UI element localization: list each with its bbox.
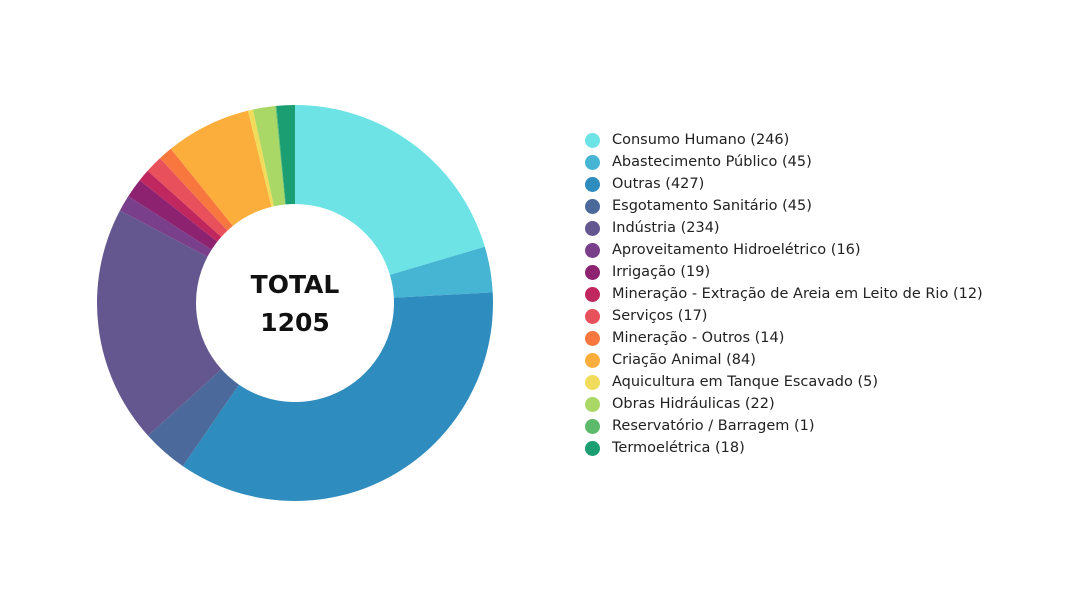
legend-item: Aquicultura em Tanque Escavado (5) xyxy=(585,371,983,393)
donut-slice xyxy=(276,105,295,205)
legend-label: Obras Hidráulicas (22) xyxy=(612,396,775,412)
legend-swatch xyxy=(585,176,600,192)
legend: Consumo Humano (246) Abastecimento Públic… xyxy=(585,129,983,459)
legend-label: Indústria (234) xyxy=(612,220,720,236)
legend-label: Aquicultura em Tanque Escavado (5) xyxy=(612,374,878,390)
donut-slice xyxy=(247,109,274,207)
legend-label: Reservatório / Barragem (1) xyxy=(612,418,815,434)
legend-swatch xyxy=(585,440,600,456)
donut-slice xyxy=(275,105,286,205)
legend-item: Consumo Humano (246) xyxy=(585,129,983,151)
legend-label: Consumo Humano (246) xyxy=(612,132,790,148)
legend-item: Indústria (234) xyxy=(585,217,983,239)
legend-label: Outras (427) xyxy=(612,176,705,192)
legend-label: Serviços (17) xyxy=(612,308,708,324)
donut-slice xyxy=(159,148,233,231)
donut-slice xyxy=(147,369,239,467)
legend-item: Criação Animal (84) xyxy=(585,349,983,371)
legend-item: Serviços (17) xyxy=(585,305,983,327)
legend-item: Outras (427) xyxy=(585,173,983,195)
legend-label: Aproveitamento Hidroelétrico (16) xyxy=(612,242,861,258)
donut-slice xyxy=(147,158,228,237)
donut-slice xyxy=(295,105,485,275)
legend-swatch xyxy=(585,198,600,214)
donut-slice xyxy=(170,110,272,226)
legend-label: Mineração - Extração de Areia em Leito d… xyxy=(612,286,983,302)
legend-swatch xyxy=(585,242,600,258)
legend-swatch xyxy=(585,286,600,302)
legend-swatch xyxy=(585,352,600,368)
legend-label: Irrigação (19) xyxy=(612,264,711,280)
legend-item: Irrigação (19) xyxy=(585,261,983,283)
donut-slice xyxy=(389,246,493,298)
legend-item: Abastecimento Público (45) xyxy=(585,151,983,173)
legend-swatch xyxy=(585,396,600,412)
donut-slice xyxy=(139,170,222,242)
legend-label: Mineração - Outros (14) xyxy=(612,330,785,346)
legend-item: Termoelétrica (18) xyxy=(585,437,983,459)
legend-item: Mineração - Outros (14) xyxy=(585,327,983,349)
legend-swatch xyxy=(585,132,600,148)
legend-item: Obras Hidráulicas (22) xyxy=(585,393,983,415)
legend-item: Mineração - Extração de Areia em Leito d… xyxy=(585,283,983,305)
total-label: TOTAL xyxy=(250,270,340,299)
legend-item: Reservatório / Barragem (1) xyxy=(585,415,983,437)
legend-item: Aproveitamento Hidroelétrico (16) xyxy=(585,239,983,261)
donut-slice xyxy=(252,105,286,207)
donut-chart xyxy=(96,105,493,502)
legend-swatch xyxy=(585,220,600,236)
legend-swatch xyxy=(585,374,600,390)
total-value: 1205 xyxy=(260,308,330,337)
legend-swatch xyxy=(585,264,600,280)
donut-slice xyxy=(96,210,222,436)
legend-label: Criação Animal (84) xyxy=(612,352,756,368)
legend-swatch xyxy=(585,330,600,346)
legend-label: Abastecimento Público (45) xyxy=(612,154,812,170)
legend-label: Termoelétrica (18) xyxy=(612,440,745,456)
donut-slice xyxy=(182,292,493,502)
legend-swatch xyxy=(585,308,600,324)
legend-label: Esgotamento Sanitário (45) xyxy=(612,198,812,214)
donut-slice xyxy=(119,196,212,257)
legend-swatch xyxy=(585,418,600,434)
legend-item: Esgotamento Sanitário (45) xyxy=(585,195,983,217)
donut-slice xyxy=(128,180,218,250)
legend-swatch xyxy=(585,154,600,170)
